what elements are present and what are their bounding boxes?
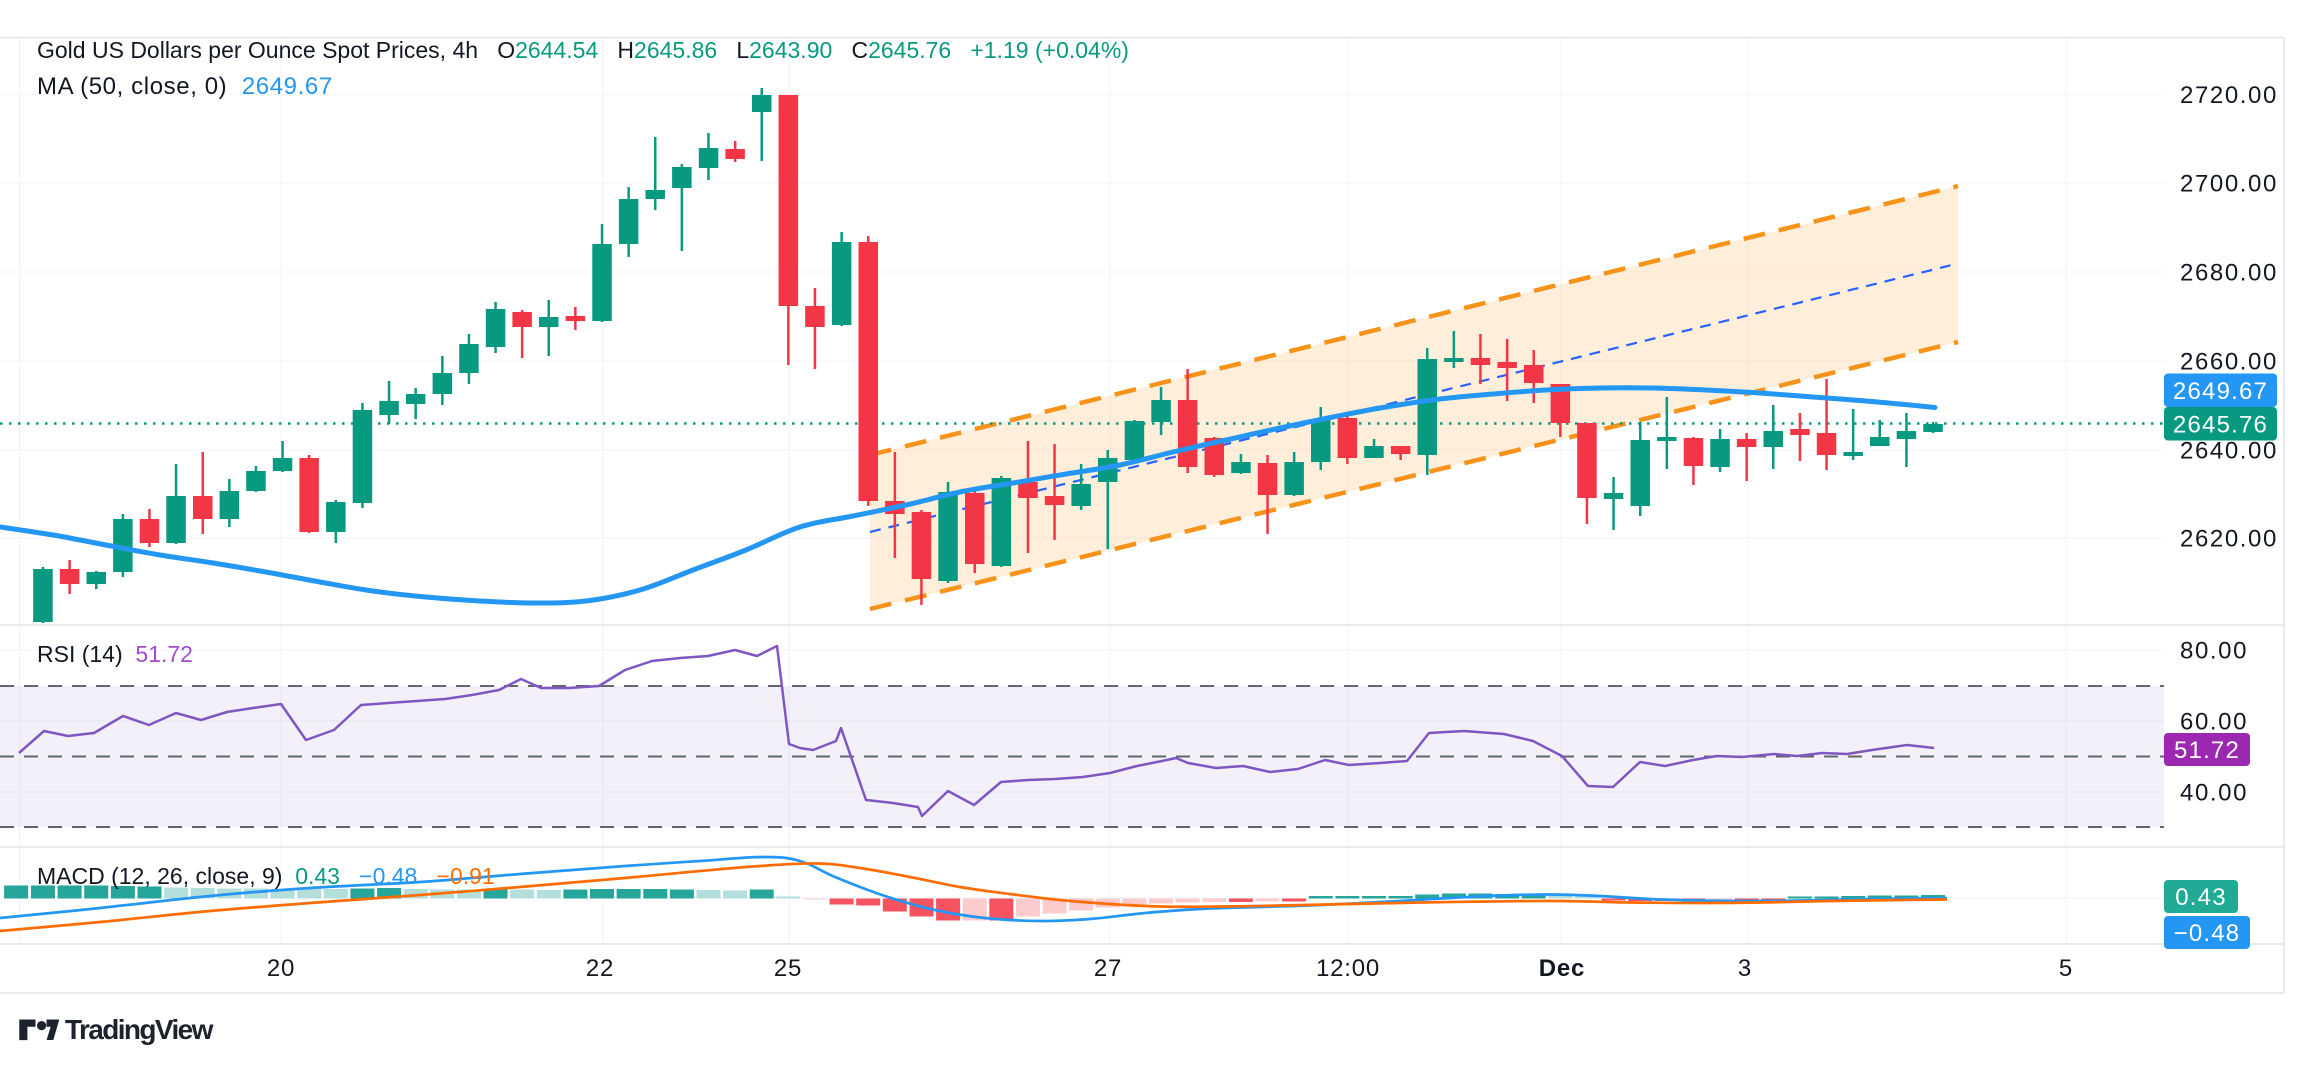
svg-text:2700.00: 2700.00: [2180, 171, 2278, 198]
svg-text:2620.00: 2620.00: [2180, 526, 2278, 553]
svg-text:40.00: 40.00: [2180, 780, 2248, 807]
svg-text:2680.00: 2680.00: [2180, 260, 2278, 287]
svg-text:25: 25: [774, 955, 802, 982]
svg-text:2649.67: 2649.67: [2173, 378, 2268, 405]
svg-text:MA (50, close, 0) 2649.67: MA (50, close, 0) 2649.67: [37, 73, 333, 100]
svg-text:51.72: 51.72: [2174, 737, 2240, 764]
svg-text:27: 27: [1094, 955, 1122, 982]
svg-text:Gold US Dollars per Ounce Spot: Gold US Dollars per Ounce Spot Prices, 4…: [37, 37, 1129, 63]
svg-text:RSI (14) 51.72: RSI (14) 51.72: [37, 641, 193, 667]
svg-text:12:00: 12:00: [1316, 955, 1380, 982]
svg-text:2640.00: 2640.00: [2180, 438, 2278, 465]
svg-text:3: 3: [1738, 955, 1752, 982]
svg-text:5: 5: [2059, 955, 2073, 982]
svg-text:2720.00: 2720.00: [2180, 82, 2278, 109]
svg-text:0.43: 0.43: [2175, 884, 2227, 911]
svg-text:80.00: 80.00: [2180, 638, 2248, 665]
svg-text:60.00: 60.00: [2180, 709, 2248, 736]
svg-text:TradingView: TradingView: [65, 1014, 214, 1045]
svg-text:2645.76: 2645.76: [2173, 411, 2268, 438]
svg-text:−0.48: −0.48: [2174, 920, 2241, 947]
svg-text:2660.00: 2660.00: [2180, 349, 2278, 376]
svg-text:22: 22: [586, 955, 614, 982]
svg-text:MACD (12, 26, close, 9) 0.43: MACD (12, 26, close, 9) 0.43 −0.48 −0.91: [37, 863, 495, 889]
svg-text:Dec: Dec: [1539, 955, 1585, 982]
svg-text:20: 20: [267, 955, 295, 982]
